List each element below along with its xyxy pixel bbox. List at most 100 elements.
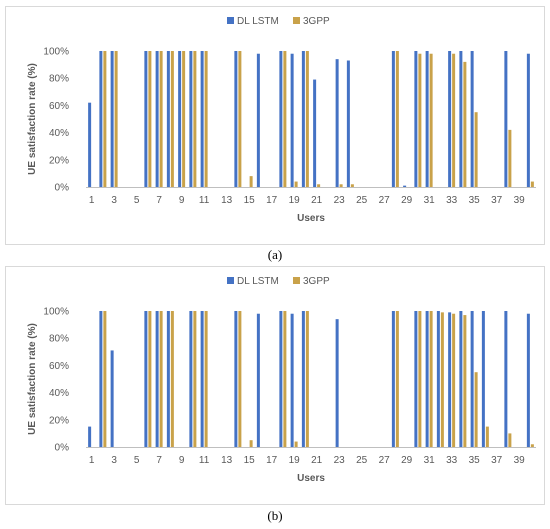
bar-dl-lstm-user-19 [290, 53, 294, 187]
chart-panel-b: DL LSTM 3GPP 0% 20% 40% 60% 80% 100% UE satisfac… [5, 266, 545, 505]
y-tick-label: 60% [49, 361, 69, 372]
bar-dl-lstm-user-30 [414, 311, 418, 447]
x-tick-label: 37 [491, 455, 503, 466]
x-tick-label: 25 [356, 455, 368, 466]
bar-3gpp-user-24 [350, 184, 354, 187]
chart-b-svg: DL LSTM 3GPP 0% 20% 40% 60% 80% 100% UE satisfac… [27, 276, 536, 484]
bar-3gpp-user-15 [249, 176, 253, 187]
bar-dl-lstm-user-40 [526, 313, 530, 447]
bar-3gpp-user-31 [429, 311, 433, 447]
bar-3gpp-user-33 [452, 313, 456, 447]
y-tick-label: 80% [49, 74, 69, 85]
chart-panel-a: DL LSTM 3GPP 0% 20% 40% 60% 80% 100% UE satisfac… [5, 6, 545, 245]
bar-3gpp-user-38 [508, 433, 512, 447]
legend: DL LSTM 3GPP [227, 16, 330, 27]
bar-dl-lstm-user-34 [459, 311, 463, 447]
legend-label-1: DL LSTM [237, 276, 279, 287]
bar-3gpp-user-18 [283, 311, 287, 447]
y-axis-label: UE satisfaction rate (%) [27, 63, 38, 175]
x-tick-label: 13 [221, 455, 233, 466]
x-tick-label: 29 [401, 195, 413, 206]
bar-3gpp-user-7 [159, 51, 163, 187]
bar-dl-lstm-user-28 [391, 311, 395, 447]
bar-3gpp-user-20 [305, 311, 309, 447]
x-tick-label: 31 [424, 195, 436, 206]
bar-3gpp-user-40 [530, 181, 534, 187]
bar-3gpp-user-31 [429, 53, 433, 187]
legend-swatch-1 [227, 277, 234, 284]
bar-3gpp-user-20 [305, 51, 309, 187]
y-tick-label: 40% [49, 128, 69, 139]
bar-dl-lstm-user-36 [481, 311, 485, 447]
bar-dl-lstm-user-20 [301, 311, 305, 447]
x-tick-label: 1 [89, 455, 95, 466]
bar-dl-lstm-user-38 [504, 51, 508, 187]
legend-swatch-2 [293, 277, 300, 284]
bar-dl-lstm-user-1 [88, 426, 92, 447]
bar-3gpp-user-11 [204, 311, 208, 447]
x-tick-label: 1 [89, 195, 95, 206]
x-tick-label: 15 [244, 195, 256, 206]
bar-3gpp-user-6 [148, 51, 152, 187]
bar-dl-lstm-user-1 [88, 102, 92, 187]
bar-dl-lstm-user-33 [448, 51, 452, 187]
bar-dl-lstm-user-20 [301, 51, 305, 187]
bar-3gpp-user-34 [463, 315, 467, 447]
bar-dl-lstm-user-28 [391, 51, 395, 187]
bar-3gpp-user-14 [238, 51, 242, 187]
y-axis-label: UE satisfaction rate (%) [27, 323, 38, 435]
x-tick-label: 23 [334, 195, 346, 206]
bar-3gpp-user-30 [418, 311, 422, 447]
x-tick-label: 3 [111, 455, 117, 466]
bar-dl-lstm-user-30 [414, 51, 418, 187]
x-tick-label: 27 [379, 195, 391, 206]
bar-dl-lstm-user-11 [200, 51, 204, 187]
bar-dl-lstm-user-2 [99, 51, 103, 187]
x-tick-label: 5 [134, 455, 140, 466]
x-axis-label: Users [297, 473, 325, 484]
x-tick-label: 33 [446, 455, 458, 466]
bar-dl-lstm-user-9 [178, 51, 182, 187]
bars [88, 311, 534, 447]
bar-3gpp-user-38 [508, 129, 512, 187]
x-tick-label: 9 [179, 195, 185, 206]
x-tick-label: 39 [514, 455, 526, 466]
bar-dl-lstm-user-38 [504, 311, 508, 447]
x-tick-label: 27 [379, 455, 391, 466]
bar-3gpp-user-7 [159, 311, 163, 447]
bar-dl-lstm-user-32 [436, 311, 440, 447]
x-tick-label: 17 [266, 195, 278, 206]
bar-dl-lstm-user-33 [448, 312, 452, 447]
bar-dl-lstm-user-24 [346, 60, 350, 187]
bar-3gpp-user-36 [485, 426, 489, 447]
x-tick-label: 21 [311, 455, 323, 466]
x-tick-label: 31 [424, 455, 436, 466]
legend: DL LSTM 3GPP [227, 276, 330, 287]
bar-dl-lstm-user-6 [144, 51, 148, 187]
y-tick-label: 20% [49, 155, 69, 166]
bars [88, 51, 534, 187]
caption-b: (b) [267, 508, 283, 523]
bar-dl-lstm-user-10 [189, 311, 193, 447]
bar-dl-lstm-user-14 [234, 311, 238, 447]
bar-dl-lstm-user-3 [110, 51, 114, 187]
bar-3gpp-user-40 [530, 444, 534, 447]
legend-label-2: 3GPP [303, 16, 330, 27]
chart-a-svg: DL LSTM 3GPP 0% 20% 40% 60% 80% 100% UE satisfac… [27, 16, 536, 224]
bar-3gpp-user-8 [170, 51, 174, 187]
y-tick-label: 0% [55, 183, 70, 194]
bar-dl-lstm-user-2 [99, 311, 103, 447]
x-tick-label: 33 [446, 195, 458, 206]
bar-dl-lstm-user-19 [290, 313, 294, 447]
bar-3gpp-user-8 [170, 311, 174, 447]
bar-dl-lstm-user-8 [166, 51, 170, 187]
bar-3gpp-user-35 [474, 112, 478, 187]
bar-3gpp-user-18 [283, 51, 287, 187]
bar-dl-lstm-user-7 [155, 311, 159, 447]
legend-label-1: DL LSTM [237, 16, 279, 27]
bar-3gpp-user-19 [294, 181, 298, 187]
bar-3gpp-user-2 [103, 311, 107, 447]
x-tick-label: 37 [491, 195, 503, 206]
bar-3gpp-user-14 [238, 311, 242, 447]
x-tick-label: 23 [334, 455, 346, 466]
